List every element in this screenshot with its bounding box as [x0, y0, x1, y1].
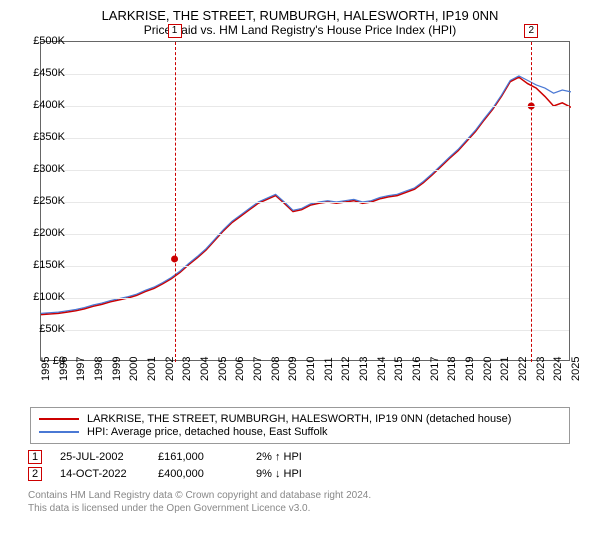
attribution-line1: Contains HM Land Registry data © Crown c… [28, 489, 568, 502]
x-tick-label: 2017 [429, 357, 441, 381]
sale-date: 25-JUL-2002 [60, 451, 140, 463]
attribution-block: Contains HM Land Registry data © Crown c… [28, 489, 568, 515]
sale-delta: 2% ↑ HPI [256, 451, 336, 463]
x-tick-label: 2021 [499, 357, 511, 381]
sale-row: 1 25-JUL-2002 £161,000 2% ↑ HPI [28, 450, 568, 464]
x-tick-label: 1998 [93, 357, 105, 381]
y-tick-label: £50K [25, 323, 65, 335]
y-tick-label: £300K [25, 163, 65, 175]
sale-price: £400,000 [158, 468, 238, 480]
x-tick-label: 1997 [75, 357, 87, 381]
sale-number-box: 2 [28, 467, 42, 481]
legend-swatch [39, 418, 79, 420]
x-tick-label: 2006 [234, 357, 246, 381]
sale-number-box: 1 [28, 450, 42, 464]
y-tick-label: £450K [25, 67, 65, 79]
sale-price: £161,000 [158, 451, 238, 463]
chart-subtitle: Price paid vs. HM Land Registry's House … [0, 23, 600, 37]
legend-box: LARKRISE, THE STREET, RUMBURGH, HALESWOR… [30, 407, 570, 444]
x-tick-label: 2005 [217, 357, 229, 381]
x-tick-label: 2015 [393, 357, 405, 381]
sale-row: 2 14-OCT-2022 £400,000 9% ↓ HPI [28, 467, 568, 481]
series-property [41, 77, 571, 314]
x-tick-label: 1995 [40, 357, 52, 381]
x-tick-label: 2011 [323, 357, 335, 381]
x-tick-label: 2004 [199, 357, 211, 381]
legend-label: HPI: Average price, detached house, East… [87, 426, 328, 438]
x-tick-label: 2010 [305, 357, 317, 381]
legend-row: LARKRISE, THE STREET, RUMBURGH, HALESWOR… [39, 413, 561, 425]
legend-label: LARKRISE, THE STREET, RUMBURGH, HALESWOR… [87, 413, 511, 425]
sale-delta: 9% ↓ HPI [256, 468, 336, 480]
x-tick-label: 2009 [287, 357, 299, 381]
sales-table: 1 25-JUL-2002 £161,000 2% ↑ HPI 2 14-OCT-2022… [28, 450, 568, 481]
y-tick-label: £500K [25, 35, 65, 47]
x-tick-label: 1996 [58, 357, 70, 381]
y-tick-label: £400K [25, 99, 65, 111]
x-tick-label: 2022 [517, 357, 529, 381]
chart-title: LARKRISE, THE STREET, RUMBURGH, HALESWOR… [0, 8, 600, 23]
y-tick-label: £100K [25, 291, 65, 303]
chart-area: 12 £0£50K£100K£150K£200K£250K£300K£350K£… [40, 41, 600, 401]
x-tick-label: 2016 [411, 357, 423, 381]
legend-swatch [39, 431, 79, 433]
y-tick-label: £350K [25, 131, 65, 143]
x-tick-label: 2002 [164, 357, 176, 381]
sale-marker-2: 2 [524, 24, 538, 38]
x-tick-label: 2020 [482, 357, 494, 381]
x-tick-label: 2018 [446, 357, 458, 381]
x-tick-label: 2007 [252, 357, 264, 381]
x-tick-label: 2013 [358, 357, 370, 381]
y-tick-label: £150K [25, 259, 65, 271]
x-tick-label: 2008 [270, 357, 282, 381]
x-tick-label: 1999 [111, 357, 123, 381]
y-tick-label: £250K [25, 195, 65, 207]
x-tick-label: 2000 [128, 357, 140, 381]
x-tick-label: 2001 [146, 357, 158, 381]
sale-marker-1: 1 [168, 24, 182, 38]
sale-date: 14-OCT-2022 [60, 468, 140, 480]
x-tick-label: 2024 [552, 357, 564, 381]
x-tick-label: 2014 [376, 357, 388, 381]
attribution-line2: This data is licensed under the Open Gov… [28, 502, 568, 515]
x-tick-label: 2012 [340, 357, 352, 381]
legend-row: HPI: Average price, detached house, East… [39, 426, 561, 438]
x-tick-label: 2019 [464, 357, 476, 381]
x-tick-label: 2003 [181, 357, 193, 381]
x-tick-label: 2023 [535, 357, 547, 381]
x-tick-label: 2025 [570, 357, 582, 381]
plot-area: 12 [40, 41, 570, 361]
y-tick-label: £200K [25, 227, 65, 239]
